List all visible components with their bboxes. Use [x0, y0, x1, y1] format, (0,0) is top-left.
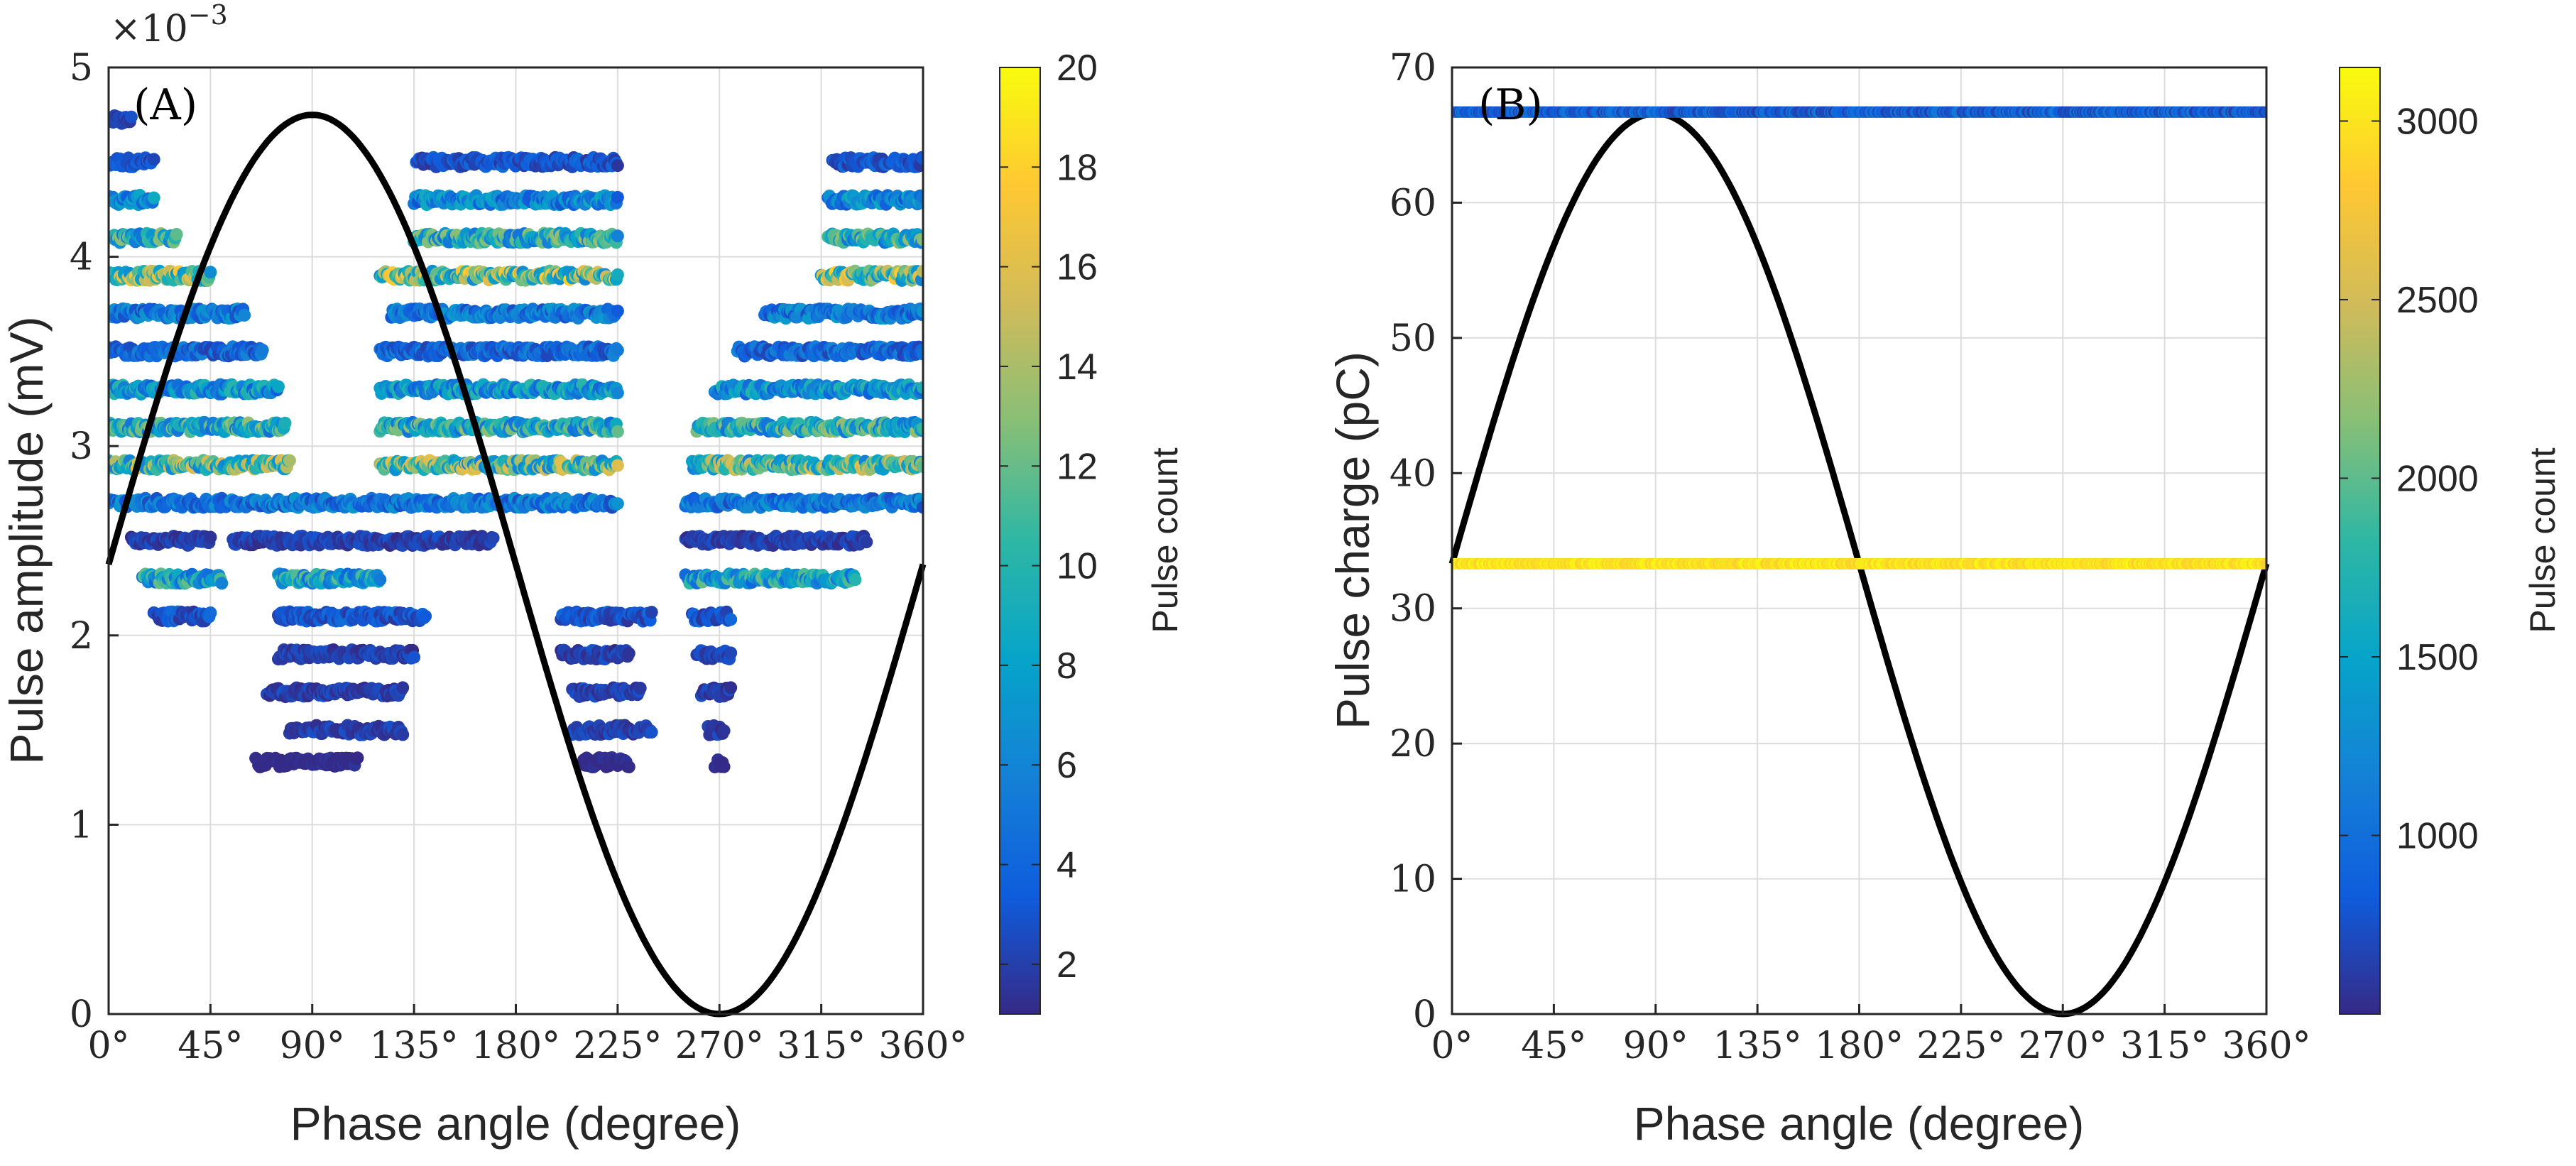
scatter-point	[611, 459, 624, 472]
scatter-point	[611, 386, 624, 400]
scatter-point	[124, 110, 138, 124]
scatter-point	[917, 460, 923, 474]
scatter-point	[204, 266, 217, 279]
scatter-point	[147, 153, 160, 166]
scatter-point	[272, 380, 285, 393]
scatter-point	[611, 190, 624, 204]
scatter-point	[170, 228, 183, 241]
scatter-point	[917, 152, 923, 165]
scatter-point	[860, 535, 873, 549]
scatter-point	[396, 681, 410, 694]
scatter-point	[215, 577, 229, 590]
scatter-point	[611, 268, 624, 281]
scatter-point	[611, 229, 624, 243]
panel-a: 0° 45° 90° 135° 180° 225° 270° 315° 360° 012345 …	[0, 0, 1185, 1150]
scatter-point	[917, 422, 923, 435]
scatter-point	[622, 647, 635, 660]
scatter-point	[611, 305, 624, 317]
scatter-point	[204, 606, 217, 619]
scatter-point	[917, 347, 923, 361]
scatter-point	[419, 609, 432, 623]
scatter-point	[204, 530, 217, 544]
scatter-point	[278, 416, 292, 430]
scatter-point	[633, 682, 647, 694]
scatter-point	[373, 573, 387, 587]
scatter-point	[611, 159, 624, 173]
scatter-point	[611, 425, 624, 438]
scatter-point	[611, 497, 624, 511]
scatter-point	[917, 305, 923, 318]
scatter-point	[917, 233, 923, 246]
scatter-point	[256, 343, 269, 356]
panel-a-grid	[108, 67, 924, 1015]
scatter-point	[238, 308, 251, 322]
scatter-point	[917, 190, 923, 204]
scatter-point	[724, 613, 738, 626]
scatter-point	[147, 191, 160, 205]
scatter-point	[724, 646, 738, 660]
scatter-point	[645, 606, 658, 619]
scatter-point	[611, 344, 624, 357]
scatter-point	[917, 501, 923, 514]
scatter-point	[408, 650, 421, 664]
scatter-point	[917, 381, 923, 394]
scatter-point	[848, 573, 862, 587]
panel-a-points	[109, 109, 923, 774]
scatter-point	[917, 264, 923, 278]
scatter-point	[283, 454, 296, 467]
scatter-point	[486, 531, 500, 545]
scatter-point	[724, 681, 738, 694]
